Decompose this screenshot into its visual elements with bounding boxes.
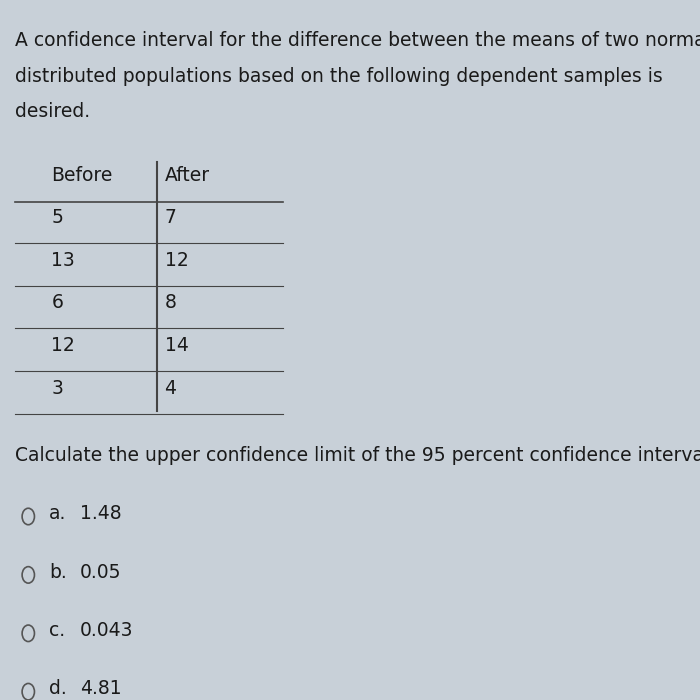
Text: Before: Before	[51, 166, 113, 185]
Text: After: After	[164, 166, 210, 185]
Text: 8: 8	[164, 293, 176, 312]
Text: 12: 12	[51, 336, 75, 355]
Text: desired.: desired.	[15, 102, 90, 121]
Text: 0.043: 0.043	[80, 621, 133, 640]
Text: 7: 7	[164, 208, 176, 228]
Text: 0.05: 0.05	[80, 563, 121, 582]
Text: distributed populations based on the following dependent samples is: distributed populations based on the fol…	[15, 66, 663, 85]
Text: 13: 13	[51, 251, 75, 270]
Text: b.: b.	[49, 563, 66, 582]
Text: 5: 5	[51, 208, 63, 228]
Text: 12: 12	[164, 251, 188, 270]
Text: 6: 6	[51, 293, 63, 312]
Text: d.: d.	[49, 679, 66, 699]
Text: Calculate the upper confidence limit of the 95 percent confidence interval.: Calculate the upper confidence limit of …	[15, 446, 700, 465]
Text: 3: 3	[51, 379, 63, 398]
Text: 4.81: 4.81	[80, 679, 121, 699]
Text: 14: 14	[164, 336, 188, 355]
Text: 1.48: 1.48	[80, 504, 121, 523]
Text: 4: 4	[164, 379, 176, 398]
Text: c.: c.	[49, 621, 65, 640]
Text: A confidence interval for the difference between the means of two normally: A confidence interval for the difference…	[15, 31, 700, 50]
Text: a.: a.	[49, 504, 66, 523]
